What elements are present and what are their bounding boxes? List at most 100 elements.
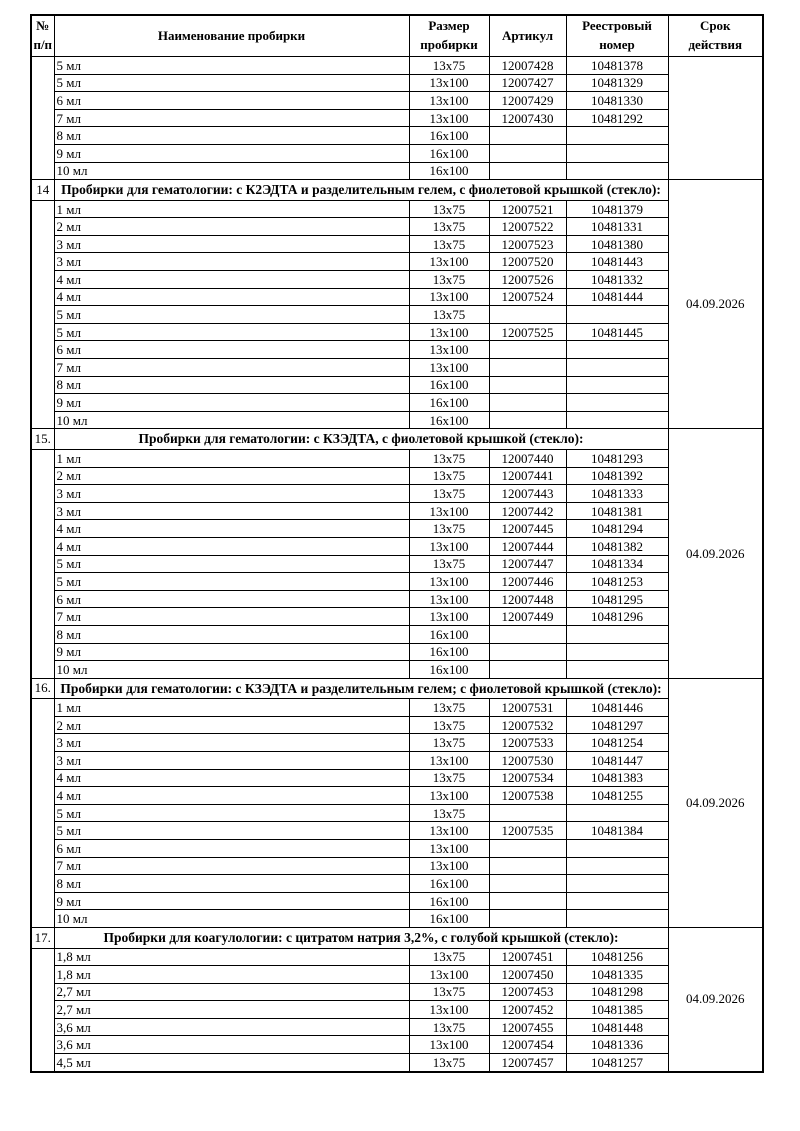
table-row: 3 мл 13x100 12007530 10481447 xyxy=(31,751,763,770)
row-name: 10 мл xyxy=(53,660,410,679)
table-row: 5 мл 13x75 12007428 10481378 xyxy=(30,55,764,181)
row-article xyxy=(488,624,567,644)
row-name: 10 мл xyxy=(53,909,410,928)
row-article: 12007449 xyxy=(488,607,567,626)
row-name: 3 мл xyxy=(53,733,410,753)
section-title: Пробирки для гематологии: с КЗЭДТА, с фи… xyxy=(53,428,669,450)
section-title-row: 15. Пробирки для гематологии: с КЗЭДТА, с… xyxy=(30,428,764,679)
row-reg: 10481297 xyxy=(565,715,669,735)
row-reg xyxy=(565,161,669,181)
row-name: 9 мл xyxy=(53,143,410,163)
row-reg: 10481333 xyxy=(565,484,669,503)
section-number: 15. xyxy=(30,428,55,450)
table-row: 1 мл 13x75 12007531 10481446 xyxy=(30,698,763,928)
row-name: 3,6 мл xyxy=(53,1035,410,1055)
row-reg: 10481336 xyxy=(565,1035,669,1055)
row-size: 13x100 xyxy=(408,751,490,770)
row-name: 5 мл xyxy=(53,322,410,342)
row-name: 4 мл xyxy=(53,287,410,307)
table-row: 5 мл 13x75 xyxy=(31,305,763,324)
row-size: 13x100 xyxy=(408,91,490,110)
row-size: 13x75 xyxy=(408,305,490,324)
row-name: 4,5 мл xyxy=(53,1053,410,1073)
products-table: № п/п Наименование пробирки Размер пробирк… xyxy=(30,14,764,1073)
row-size: 13x75 xyxy=(408,554,490,574)
row-name: 5 мл xyxy=(53,56,410,75)
row-size: 16x100 xyxy=(408,891,490,911)
table-row: 10 мл 16x100 xyxy=(31,909,763,928)
row-reg: 10481298 xyxy=(565,982,669,1002)
section-number-spacer xyxy=(30,448,55,679)
column-header: Реестровый номер xyxy=(565,14,669,57)
row-reg xyxy=(565,856,669,876)
row-size: 16x100 xyxy=(408,410,490,430)
row-article: 12007453 xyxy=(488,982,567,1002)
table-row: 3 мл 13x100 12007520 10481443 xyxy=(31,252,763,272)
section-expiry: 04.09.2026 xyxy=(667,926,764,1073)
row-reg xyxy=(565,909,669,928)
table-row: 1 мл 13x75 12007521 10481379 xyxy=(30,199,763,430)
table-row: 10 мл 16x100 xyxy=(31,410,763,430)
row-reg: 10481380 xyxy=(565,234,669,254)
row-size: 13x75 xyxy=(408,519,490,538)
row-reg: 10481379 xyxy=(565,199,669,219)
table-row: 6 мл 13x100 12007429 10481330 xyxy=(31,91,763,110)
table-row: 6 мл 13x100 xyxy=(31,838,763,858)
row-size: 13x75 xyxy=(408,698,490,717)
table-row: 5 мл 13x100 12007535 10481384 xyxy=(31,821,763,840)
table-row: 8 мл 16x100 xyxy=(31,126,763,145)
row-size: 16x100 xyxy=(408,909,490,928)
row-article: 12007526 xyxy=(488,270,567,289)
row-article xyxy=(488,393,567,412)
row-size: 13x75 xyxy=(408,56,490,75)
row-size: 13x100 xyxy=(408,607,490,626)
table-row: 7 мл 13x100 xyxy=(31,358,763,377)
row-article: 12007530 xyxy=(488,751,567,770)
row-size: 13x100 xyxy=(408,572,490,591)
row-name: 9 мл xyxy=(53,891,410,911)
row-reg: 10481329 xyxy=(565,73,669,93)
row-name: 5 мл xyxy=(53,803,410,823)
column-header: Размер пробирки xyxy=(408,14,490,57)
table-row: 10 мл 16x100 xyxy=(31,161,763,181)
row-reg: 10481254 xyxy=(565,733,669,753)
row-article: 12007429 xyxy=(488,91,567,110)
table-row: 3,6 мл 13x75 12007455 10481448 xyxy=(31,1017,763,1037)
row-reg: 10481384 xyxy=(565,821,669,840)
row-reg: 10481381 xyxy=(565,501,669,521)
section-title: Пробирки для коагулологии: с цитратом на… xyxy=(53,926,669,949)
row-reg: 10481292 xyxy=(565,108,669,128)
row-article: 12007532 xyxy=(488,715,567,735)
row-name: 4 мл xyxy=(53,768,410,788)
table-row: 8 мл 16x100 xyxy=(31,375,763,395)
row-name: 8 мл xyxy=(53,375,410,395)
table-row: 4 мл 13x75 12007534 10481383 xyxy=(31,768,763,788)
row-article xyxy=(488,642,567,662)
row-size: 16x100 xyxy=(408,126,490,145)
row-size: 13x75 xyxy=(408,803,490,823)
row-reg: 10481378 xyxy=(565,56,669,75)
row-name: 4 мл xyxy=(53,536,410,556)
row-name: 4 мл xyxy=(53,270,410,289)
table-row: 10 мл 16x100 xyxy=(31,660,763,679)
row-name: 10 мл xyxy=(53,410,410,430)
table-row: 8 мл 16x100 xyxy=(31,624,763,644)
row-name: 8 мл xyxy=(53,624,410,644)
table-row: 4 мл 13x100 12007444 10481382 xyxy=(31,536,763,556)
row-article: 12007440 xyxy=(488,448,567,468)
section-title-row: 17. Пробирки для коагулологии: с цитратом… xyxy=(30,926,764,1073)
row-reg: 10481331 xyxy=(565,217,669,236)
row-name: 10 мл xyxy=(53,161,410,181)
section-number: 16. xyxy=(30,677,55,700)
row-reg xyxy=(565,624,669,644)
row-article xyxy=(488,803,567,823)
row-reg: 10481445 xyxy=(565,322,669,342)
row-article: 12007452 xyxy=(488,1000,567,1019)
row-size: 13x75 xyxy=(408,270,490,289)
row-article: 12007454 xyxy=(488,1035,567,1055)
row-article: 12007447 xyxy=(488,554,567,574)
row-name: 9 мл xyxy=(53,393,410,412)
table-row: 1,8 мл 13x75 12007451 10481256 xyxy=(30,947,763,1073)
row-article: 12007525 xyxy=(488,322,567,342)
